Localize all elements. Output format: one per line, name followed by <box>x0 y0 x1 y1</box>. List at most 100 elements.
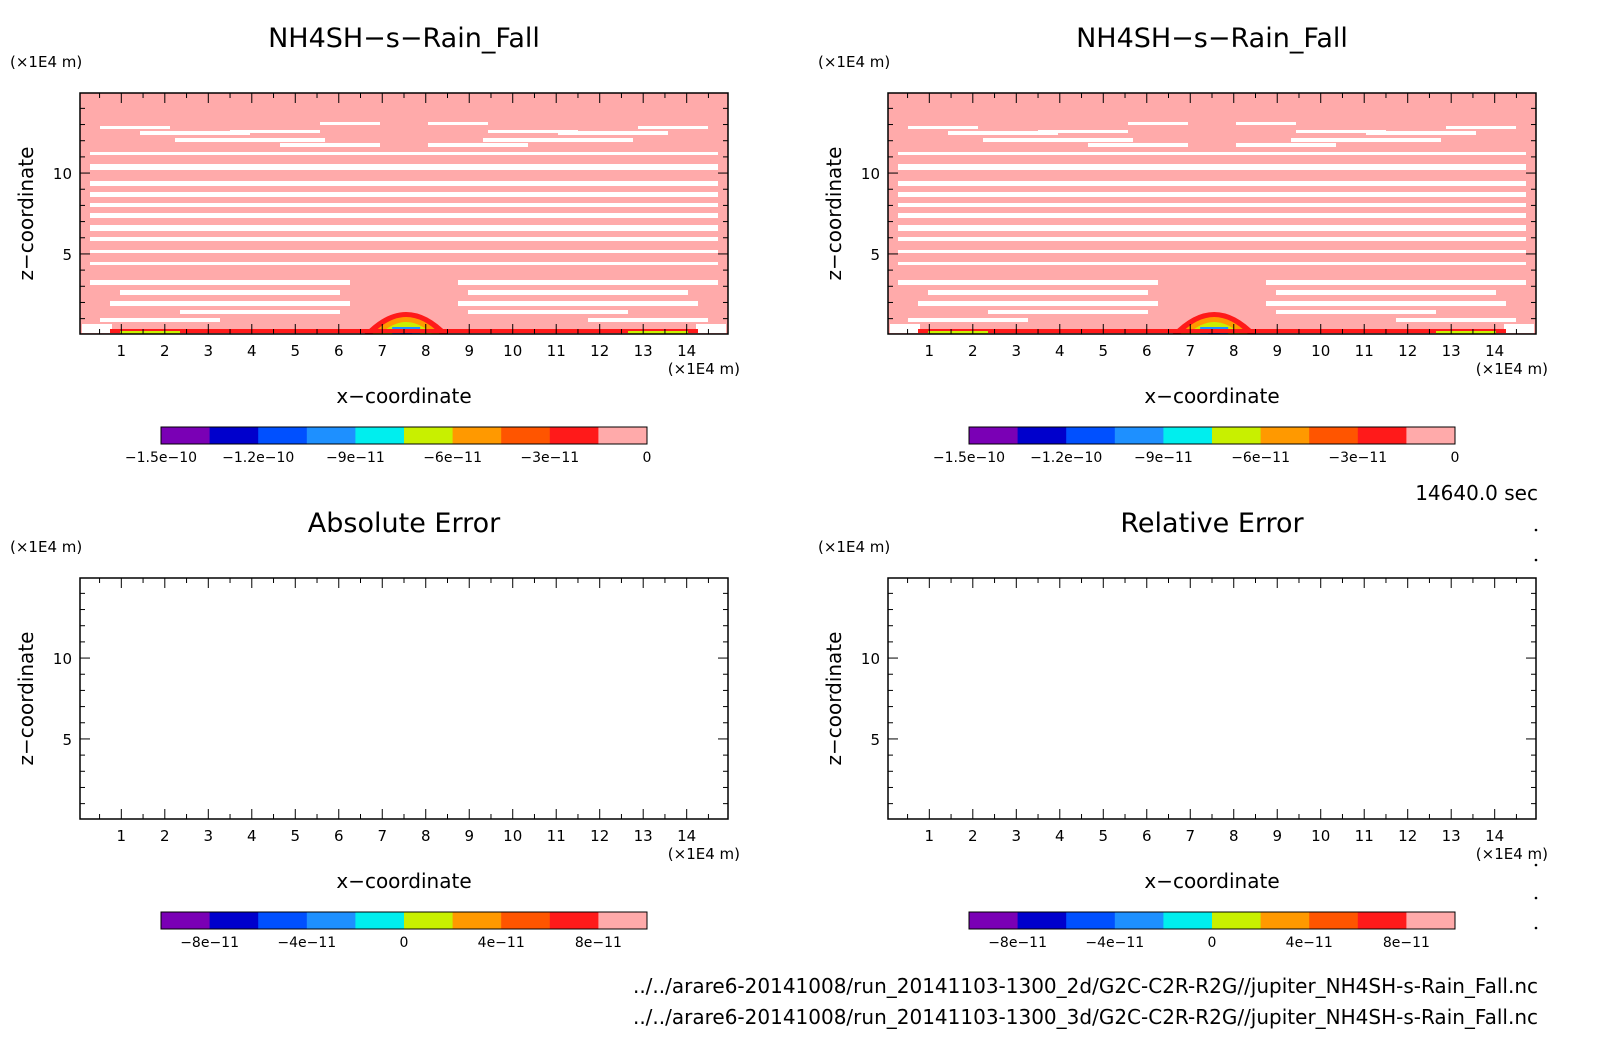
x-tick-label: 3 <box>1012 827 1022 845</box>
colorbar-cell <box>1212 427 1262 444</box>
field-wing-streak <box>428 143 528 147</box>
chart-title: NH4SH−s−Rain_Fall <box>1076 23 1348 54</box>
field-wing-streak <box>100 126 170 129</box>
x-tick-label: 3 <box>204 342 214 360</box>
x-tick-label: 5 <box>1099 827 1109 845</box>
x-tick-label: 8 <box>1229 827 1239 845</box>
colorbar-cell <box>501 427 551 444</box>
field-lower-band <box>180 310 340 314</box>
field-wing-streak <box>320 122 380 125</box>
x-tick-label: 4 <box>247 342 257 360</box>
field-wing-streak <box>1446 126 1516 129</box>
x-tick-label: 11 <box>547 342 566 360</box>
field-gap-band <box>898 262 1526 265</box>
field-wing-streak <box>230 130 320 133</box>
colorbar-cell <box>306 912 356 929</box>
y-axis-unit: (×1E4 m) <box>818 53 890 71</box>
x-tick-label: 4 <box>1055 342 1065 360</box>
field-lower-band <box>1276 310 1436 314</box>
field-wing-streak <box>908 126 978 129</box>
x-tick-label: 10 <box>1311 827 1330 845</box>
margin-dot <box>1534 558 1538 562</box>
x-tick-label: 9 <box>464 827 474 845</box>
colorbar-label: −3e−11 <box>1328 450 1387 466</box>
field-edge-gap <box>696 324 726 333</box>
field-gap-band <box>90 164 718 170</box>
x-axis-unit: (×1E4 m) <box>1476 360 1548 378</box>
time-label: 14640.0 sec <box>1415 481 1538 505</box>
colorbar-label: −6e−11 <box>1231 450 1290 466</box>
field-bottom-accent <box>1436 331 1496 334</box>
field-lower-band <box>468 290 688 295</box>
colorbar-cell <box>1114 427 1164 444</box>
chart-title: NH4SH−s−Rain_Fall <box>268 23 540 54</box>
colorbar-cell <box>306 427 356 444</box>
colorbar-cell <box>1212 912 1262 929</box>
margin-dots <box>1534 528 1538 930</box>
field-wing-streak <box>948 131 1058 135</box>
colorbar-label: −9e−11 <box>326 450 385 466</box>
colorbar-label: −6e−11 <box>423 450 482 466</box>
chart-panel-1: NH4SH−s−Rain_Fall(×1E4 m)1 2 3 4 5 6 7 8 9 10 11 12… <box>10 23 740 466</box>
y-axis-label: z−coordinate <box>14 147 38 281</box>
colorbar-cell <box>355 912 405 929</box>
y-axis-label: z−coordinate <box>822 147 846 281</box>
x-tick-label: 9 <box>1272 342 1282 360</box>
chart-panel-4: Relative Error(×1E4 m)1 2 3 4 5 6 7 8 9 10 11 12 13 1… <box>818 508 1548 951</box>
field-lower-band <box>1266 280 1526 285</box>
field-wing-streak <box>638 126 708 129</box>
field-wing-streak <box>280 143 380 147</box>
colorbar-cell <box>1066 912 1116 929</box>
colorbar-cell <box>1260 912 1310 929</box>
field-wing-streak <box>1088 143 1188 147</box>
field-lower-band <box>1396 318 1516 322</box>
y-axis-unit: (×1E4 m) <box>10 53 82 71</box>
colorbar-cell <box>1406 912 1456 929</box>
x-axis-label: x−coordinate <box>336 869 471 893</box>
y-tick-label: 5 <box>870 246 880 264</box>
y-axis-unit: (×1E4 m) <box>10 538 82 556</box>
x-tick-label: 7 <box>377 827 387 845</box>
colorbar-cell <box>209 427 259 444</box>
field-gap-band <box>898 203 1526 207</box>
x-tick-label: 3 <box>204 827 214 845</box>
x-tick-label: 10 <box>503 827 522 845</box>
y-tick-label: 5 <box>62 731 72 749</box>
colorbar-cell <box>209 912 259 929</box>
field-gap-band <box>90 250 718 253</box>
field-lower-band <box>100 318 220 322</box>
margin-dot <box>1534 528 1538 532</box>
colorbar-label: 4e−11 <box>478 935 525 951</box>
x-tick-label: 3 <box>1012 342 1022 360</box>
field-wing-streak <box>483 138 633 142</box>
field-wing-streak <box>1296 130 1386 133</box>
field-gap-band <box>898 250 1526 253</box>
margin-dot <box>1534 896 1538 900</box>
colorbar-cell <box>969 912 1019 929</box>
x-axis-label: x−coordinate <box>1144 869 1279 893</box>
field-lower-band <box>1266 301 1506 306</box>
field-lower-band <box>110 301 350 306</box>
x-tick-label: 5 <box>291 827 301 845</box>
field-lower-band <box>120 290 340 295</box>
colorbar-cell <box>1357 912 1407 929</box>
colorbar-label: 0 <box>400 935 409 951</box>
colorbar-cell <box>501 912 551 929</box>
colorbar-cell <box>258 912 308 929</box>
colorbar-label: −1.5e−10 <box>933 450 1005 466</box>
colorbar-cell <box>452 427 502 444</box>
field-gap-band <box>898 213 1526 218</box>
field-wing-streak <box>1291 138 1441 142</box>
colorbar-label: 0 <box>643 450 652 466</box>
x-tick-label: 1 <box>117 342 127 360</box>
field-lower-band <box>90 280 350 285</box>
x-tick-label: 6 <box>334 342 344 360</box>
x-tick-label: 6 <box>1142 342 1152 360</box>
field-bottom-accent <box>928 331 988 334</box>
colorbar-label: 4e−11 <box>1286 935 1333 951</box>
field-lower-band <box>458 280 718 285</box>
x-tick-label: 8 <box>1229 342 1239 360</box>
field-gap-band <box>90 213 718 218</box>
colorbar-cell <box>161 912 211 929</box>
